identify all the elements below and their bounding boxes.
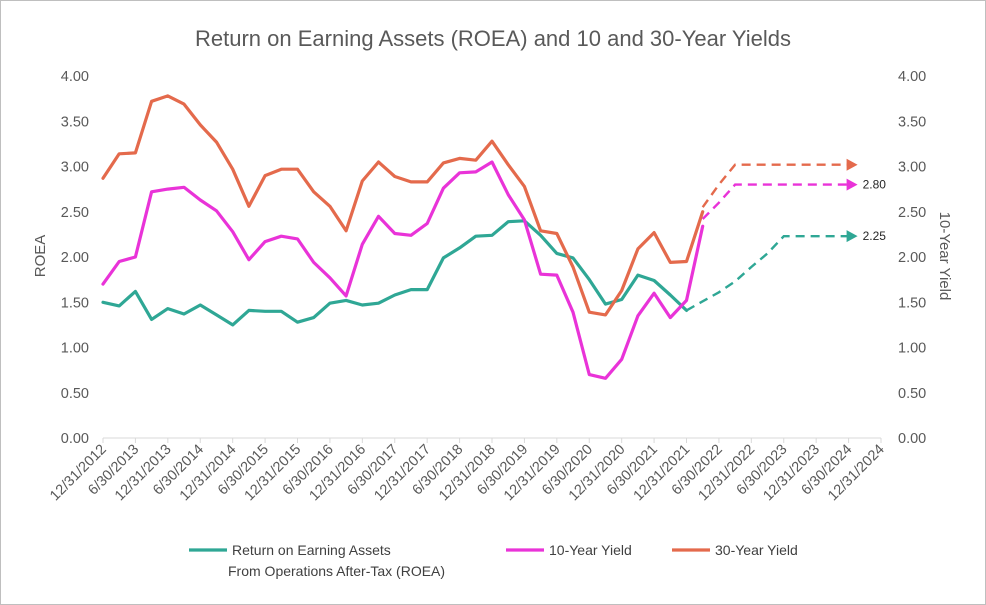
legend: Return on Earning Assets From Operations …	[189, 542, 798, 579]
y-tick-label: 2.00	[61, 250, 89, 266]
y2-tick-label: 2.50	[898, 205, 926, 221]
series-line	[101, 94, 705, 317]
y2-tick-label: 1.00	[898, 341, 926, 357]
legend-label: From Operations After-Tax (ROEA)	[228, 563, 445, 579]
y-tick-label: 0.50	[61, 386, 89, 402]
forecast-line	[701, 183, 849, 220]
y-tick-label: 1.50	[61, 295, 89, 311]
y-tick-label: 2.50	[61, 205, 89, 221]
forecast-line	[701, 163, 849, 208]
y2-tick-label: 3.50	[898, 114, 926, 130]
legend-label: 10-Year Yield	[549, 542, 632, 558]
y2-tick-label: 3.00	[898, 160, 926, 176]
y-axis-label: ROEA	[32, 235, 49, 278]
forecast-arrowhead	[846, 178, 858, 191]
y2-tick-label: 4.00	[898, 69, 926, 85]
y2-tick-label: 0.00	[898, 431, 926, 447]
y-tick-label: 3.50	[61, 114, 89, 130]
series-line	[101, 160, 705, 380]
y-tick-label: 1.00	[61, 341, 89, 357]
y2-tick-label: 0.50	[898, 386, 926, 402]
y2-tick-label: 2.00	[898, 250, 926, 266]
chart-title: Return on Earning Assets (ROEA) and 10 a…	[195, 26, 791, 51]
y-tick-label: 0.00	[61, 431, 89, 447]
forecast-line	[685, 234, 849, 312]
legend-label: 30-Year Yield	[715, 542, 798, 558]
y2-axis-label: 10-Year Yield	[936, 212, 953, 301]
y2-tick-label: 1.50	[898, 295, 926, 311]
series-line	[101, 219, 689, 327]
forecast-arrowhead	[846, 158, 858, 171]
forecast-arrowhead	[846, 230, 858, 243]
y-tick-label: 4.00	[61, 69, 89, 85]
forecast-value-label: 2.25	[863, 229, 887, 243]
forecast-value-label: 2.80	[863, 178, 887, 192]
plot-area: 0.00 0.50 1.00 1.50 2.00 2.50 3.00 3.50 4.00 0.00…	[47, 69, 926, 504]
legend-label: Return on Earning Assets	[232, 542, 391, 558]
y-tick-label: 3.00	[61, 160, 89, 176]
